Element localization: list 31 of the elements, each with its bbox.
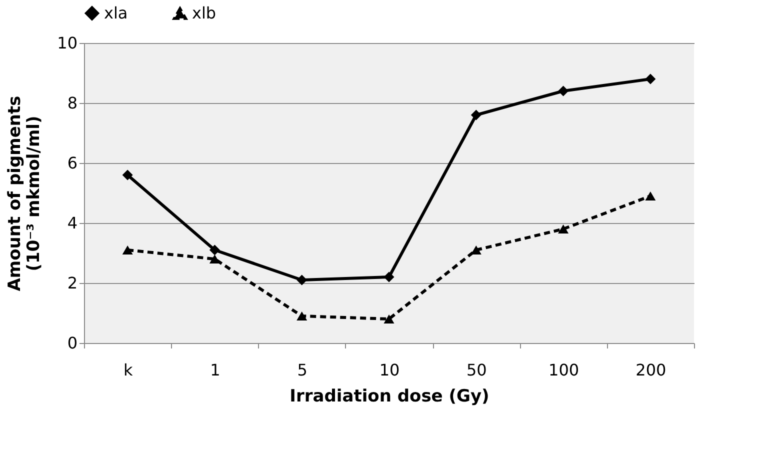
y-tick-label: 10 <box>57 34 78 52</box>
legend-label: xla <box>104 3 128 22</box>
point <box>122 245 133 255</box>
legend-label: xlb <box>192 4 216 23</box>
x-tick-label: 10 <box>379 360 400 380</box>
y-tick-label: 2 <box>67 274 78 292</box>
point <box>384 314 394 324</box>
x-axis-title: Irradiation dose (Gy) <box>290 386 490 406</box>
x-tick-label: 5 <box>297 360 308 380</box>
x-tick-label: 50 <box>466 360 487 380</box>
point <box>209 244 220 256</box>
y-tick-label: 0 <box>67 334 78 352</box>
y-tick-label: 6 <box>67 154 78 172</box>
point <box>470 110 482 120</box>
point <box>470 245 482 255</box>
point <box>384 272 394 282</box>
point <box>645 191 656 201</box>
y-tick-label: 4 <box>67 214 78 232</box>
point <box>209 254 220 264</box>
point <box>296 311 308 321</box>
point <box>645 74 656 84</box>
x-tick-label: 100 <box>548 360 580 380</box>
point <box>296 274 308 286</box>
x-tick-label: k <box>123 360 134 380</box>
point <box>558 224 569 234</box>
point <box>122 170 133 180</box>
point <box>558 86 569 96</box>
y-axis-title: Amount of pigments (10⁻³ mkmol/ml) <box>5 96 44 292</box>
x-tick-label: 200 <box>636 360 666 380</box>
x-tick-label: 1 <box>210 360 220 380</box>
y-tick-label: 8 <box>67 94 78 112</box>
